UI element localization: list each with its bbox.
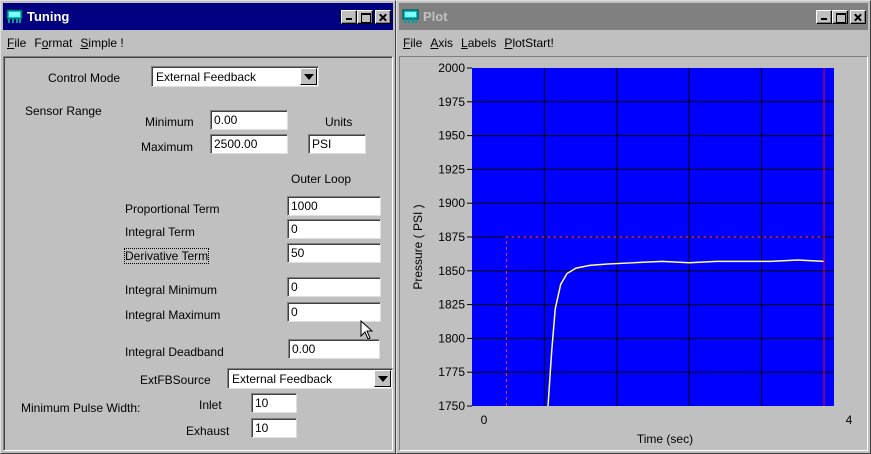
- plot-panel: 2000 1975 1950 1925 1900 1875 1850 1825 1800 1775…: [399, 56, 868, 451]
- y-tick-label: 1825: [438, 298, 465, 312]
- derivative-term-label: Derivative Term: [123, 248, 210, 264]
- y-tick-label: 1925: [438, 162, 465, 176]
- integral-deadband-label: Integral Deadband: [125, 345, 224, 359]
- x-tick-label: 4: [846, 413, 853, 427]
- extfb-source-value: External Feedback: [232, 372, 333, 386]
- setpoint-line: [505, 236, 825, 406]
- units-label: Units: [325, 115, 353, 129]
- mouse-pointer-icon: [360, 320, 374, 340]
- control-mode-select[interactable]: External Feedback: [151, 66, 319, 87]
- plot-grid: [472, 68, 834, 406]
- window-title: Plot: [423, 9, 448, 24]
- close-icon: [376, 11, 390, 23]
- x-tick-label: 0: [481, 413, 488, 427]
- inlet-label: Inlet: [199, 398, 222, 412]
- app-icon: [6, 9, 23, 23]
- menu-file[interactable]: File: [403, 36, 423, 50]
- maximize-button[interactable]: [357, 9, 373, 24]
- tuning-window[interactable]: Tuning File Format Simple ! Control Mode…: [0, 0, 396, 454]
- maximize-icon: [358, 11, 372, 23]
- menu-labels[interactable]: Labels: [461, 36, 497, 50]
- chevron-down-icon[interactable]: [374, 370, 391, 387]
- extfb-source-label: ExtFBSource: [140, 373, 211, 387]
- sensor-range-label: Sensor Range: [25, 104, 102, 118]
- inlet-field[interactable]: 10: [251, 393, 297, 413]
- close-button[interactable]: [375, 9, 391, 24]
- minimize-button[interactable]: [816, 9, 832, 24]
- app-icon: [402, 9, 419, 23]
- minimize-button[interactable]: [341, 9, 357, 24]
- y-tick-label: 1750: [438, 399, 465, 413]
- y-tick-label: 1875: [438, 230, 465, 244]
- exhaust-label: Exhaust: [186, 424, 230, 438]
- close-button[interactable]: [850, 9, 866, 24]
- maximize-button[interactable]: [832, 9, 848, 24]
- plot-window[interactable]: Plot File Axis Labels PlotStart! 2000 197…: [396, 0, 871, 454]
- menu-format[interactable]: Format: [34, 36, 73, 50]
- minimize-icon: [342, 11, 356, 23]
- integral-term-label: Integral Term: [125, 225, 195, 239]
- pressure-chart[interactable]: 2000 1975 1950 1925 1900 1875 1850 1825 1800 1775…: [400, 57, 869, 452]
- tuning-panel: Control Mode External Feedback Sensor Ra…: [3, 56, 393, 451]
- menu-simple[interactable]: Simple !: [80, 36, 124, 50]
- control-mode-value: External Feedback: [156, 70, 257, 84]
- minimize-icon: [817, 11, 831, 23]
- units-field[interactable]: PSI: [308, 134, 366, 154]
- exhaust-field[interactable]: 10: [251, 418, 297, 438]
- y-tick-label: 1850: [438, 264, 465, 278]
- y-tick-label: 1950: [438, 129, 465, 143]
- proportional-term-label: Proportional Term: [125, 202, 220, 216]
- plot-series: [505, 68, 825, 407]
- extfb-source-select[interactable]: External Feedback: [227, 368, 393, 389]
- integral-term-field[interactable]: 0: [287, 219, 381, 239]
- sensor-minimum-label: Minimum: [145, 115, 194, 129]
- tuning-titlebar[interactable]: Tuning: [3, 3, 393, 30]
- integral-minimum-label: Integral Minimum: [125, 283, 218, 297]
- integral-minimum-field[interactable]: 0: [287, 277, 381, 297]
- y-tick-label: 1975: [438, 95, 465, 109]
- control-mode-label: Control Mode: [48, 71, 121, 85]
- tuning-menubar: File Format Simple !: [3, 32, 393, 54]
- menu-file[interactable]: File: [7, 36, 27, 50]
- y-tick-label: 1900: [438, 196, 465, 210]
- maximize-icon: [833, 11, 847, 23]
- derivative-term-field[interactable]: 50: [287, 243, 381, 263]
- plot-titlebar[interactable]: Plot: [399, 3, 868, 30]
- axis-ticks: 2000 1975 1950 1925 1900 1875 1850 1825 1800 1775…: [438, 61, 852, 427]
- min-pulse-width-label: Minimum Pulse Width:: [21, 401, 141, 415]
- integral-maximum-label: Integral Maximum: [125, 308, 221, 322]
- proportional-term-field[interactable]: 1000: [287, 196, 381, 216]
- integral-deadband-field[interactable]: 0.00: [288, 339, 380, 359]
- plot-menubar: File Axis Labels PlotStart!: [399, 32, 868, 54]
- y-axis-label: Pressure ( PSI ): [411, 204, 425, 289]
- menu-plotstart[interactable]: PlotStart!: [504, 36, 554, 50]
- integral-maximum-field[interactable]: 0: [287, 302, 381, 322]
- close-icon: [851, 11, 865, 23]
- sensor-minimum-field[interactable]: 0.00: [210, 110, 288, 130]
- x-axis-label: Time (sec): [637, 432, 693, 446]
- sensor-maximum-field[interactable]: 2500.00: [210, 134, 288, 154]
- pressure-trace: [547, 259, 825, 407]
- y-tick-label: 1775: [438, 365, 465, 379]
- window-title: Tuning: [27, 9, 70, 24]
- outer-loop-label: Outer Loop: [291, 172, 352, 186]
- sensor-maximum-label: Maximum: [141, 140, 194, 154]
- menu-axis[interactable]: Axis: [430, 36, 454, 50]
- chevron-down-icon[interactable]: [300, 68, 317, 85]
- y-tick-label: 2000: [438, 61, 465, 75]
- y-tick-label: 1800: [438, 331, 465, 345]
